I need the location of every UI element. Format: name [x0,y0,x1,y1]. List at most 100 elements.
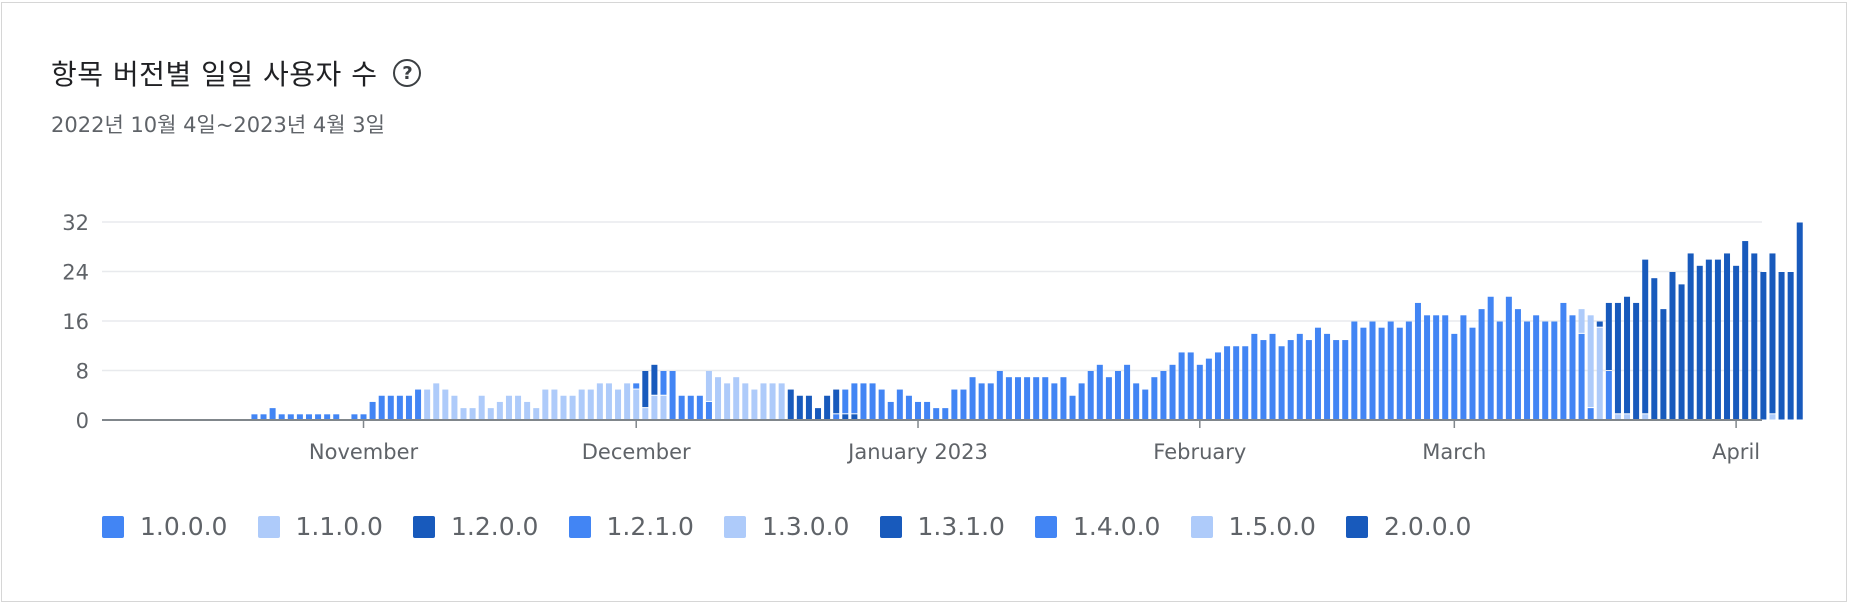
bar-segment [742,383,749,420]
bar-segment [1578,333,1585,420]
bar-segment [951,389,958,420]
bar-segment [1542,321,1549,420]
bar-segment [1596,321,1603,327]
legend-swatch [879,515,902,538]
bar-segment [1187,352,1194,420]
bar-segment [851,383,858,414]
help-icon[interactable]: ? [393,59,422,87]
bar-segment [269,408,276,420]
legend-item[interactable]: 1.4.0.0 [1035,512,1191,541]
bar-segment [1396,327,1403,420]
bar-segment [1251,333,1258,420]
bar-segment [1460,315,1467,420]
x-tick-label: April [1712,440,1760,464]
bar-segment [724,383,731,420]
bar-segment [987,383,994,420]
bar-segment [887,401,894,420]
bar-segment [1696,265,1703,420]
bar-segment [1551,321,1558,420]
bar-segment [287,414,294,420]
legend-item[interactable]: 1.3.1.0 [879,512,1036,541]
bar-segment [1414,302,1421,420]
legend: 1.0.0.0 1.1.0.0 1.2.0.0 1.2.1.0 1.3.0.0 1.3.1… [102,512,1502,541]
bar-segment [705,371,712,401]
bar-segment [1733,265,1740,420]
x-tick-label: March [1422,440,1486,464]
bar-segment [1487,296,1494,420]
bar-segment [660,395,667,420]
bar-segment [533,408,540,420]
bar-segment [751,389,758,420]
bar-segment [1424,315,1431,420]
x-tick-label: November [309,440,419,464]
legend-item[interactable]: 1.2.1.0 [568,512,725,541]
date-range: 2022년 10월 4일~2023년 4월 3일 [51,113,385,137]
bar-segment [378,395,385,420]
bar-segment [769,383,776,420]
bar-segment [1024,377,1031,420]
bar-segment [351,414,358,420]
bar-segment [778,383,785,420]
bar-segment [542,389,549,420]
bar-segment [687,395,694,420]
bar-segment [942,408,949,420]
legend-label: 1.2.1.0 [606,512,694,541]
bar-segment [1478,309,1485,420]
bar-segment [1360,327,1367,420]
legend-item[interactable]: 1.1.0.0 [257,512,414,541]
x-tick-label: February [1153,440,1246,464]
bar-segment [333,414,340,420]
bar-segment [833,414,840,420]
bar-segment [1687,253,1694,420]
bar-segment [633,389,640,420]
bar-segment [251,414,258,420]
bar-segment [1669,272,1676,420]
bar-segment [1124,364,1131,420]
bar-segment [433,383,440,420]
bar-segment [569,395,576,420]
bar-segment [1114,371,1121,420]
bar-segment [1569,315,1576,420]
bar-segment [1342,340,1349,420]
legend-item[interactable]: 1.0.0.0 [102,512,258,541]
bar-segment [896,389,903,420]
bar-segment [396,395,403,420]
legend-item[interactable]: 2.0.0.0 [1346,512,1502,541]
bar-segment [405,395,412,420]
bar-segment [1369,321,1376,420]
legend-item[interactable]: 1.5.0.0 [1190,512,1347,541]
legend-swatch [1346,515,1368,538]
bar-segment [1624,296,1631,414]
bar-segment [1442,315,1449,420]
legend-label: 1.3.0.0 [762,512,850,541]
bar-segment [1069,395,1076,420]
bar-segment [1433,315,1440,420]
bar-segment [442,389,449,420]
legend-item[interactable]: 1.2.0.0 [413,512,569,541]
bar-segment [1233,346,1240,420]
bar-segment [560,395,567,420]
legend-item[interactable]: 1.3.0.0 [724,512,880,541]
bar-segment [1451,333,1458,420]
bar-segment [551,389,558,420]
bar-segment [1469,327,1476,420]
bar-segment [1160,371,1167,420]
bar-segment [633,383,640,389]
bar-segment [1205,358,1212,420]
bar-segment [651,395,658,420]
bar-segment [596,383,603,420]
bar-segment [842,389,849,414]
bar-segment [1305,340,1312,420]
bar-segment [1042,377,1049,420]
bar-segment [1324,333,1331,420]
bar-segment [1605,371,1612,420]
bar-segment [1060,377,1067,420]
bar-segment [1496,321,1503,420]
bar-segment [1278,346,1285,420]
bar-segment [587,389,594,420]
bar-segment [851,414,858,420]
bar-segment [678,395,685,420]
bar-segment [1005,377,1012,420]
bar-segment [1196,364,1203,420]
